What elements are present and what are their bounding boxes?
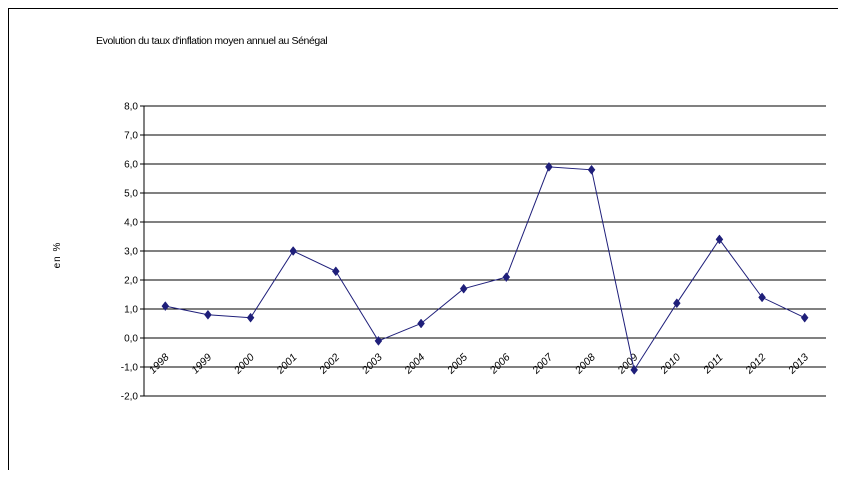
x-tick-label: 2009 [615, 351, 641, 377]
data-point-marker [204, 309, 212, 320]
data-point-marker [289, 246, 298, 256]
y-tick-label: 5,0 [124, 189, 138, 200]
x-tick-label: 2008 [572, 351, 598, 377]
data-point-marker [715, 234, 724, 245]
y-tick-label: 7,0 [124, 131, 138, 142]
data-point-marker [545, 161, 553, 172]
x-tick-label: 2007 [530, 351, 557, 378]
x-tick-label: 2005 [444, 351, 470, 377]
data-point-marker [672, 298, 681, 309]
series-line [165, 166, 805, 372]
y-axis-label: en % [52, 242, 63, 269]
y-tick-label: 0,0 [124, 334, 138, 345]
x-tick-label: 2010 [657, 351, 683, 377]
data-point-marker [374, 335, 383, 346]
x-tick-label: 1999 [189, 351, 214, 376]
y-tick-label: 8,0 [124, 102, 138, 113]
data-point-marker [758, 292, 766, 303]
x-tick-label: 2013 [785, 351, 811, 377]
x-tick-label: 2006 [487, 351, 513, 377]
data-point-marker [630, 364, 639, 375]
data-point-marker [417, 318, 425, 329]
y-tick-label: 6,0 [124, 160, 138, 171]
x-tick-label: 2000 [231, 351, 257, 377]
x-tick-label: 2004 [402, 351, 428, 377]
y-tick-label: 3,0 [124, 247, 138, 258]
data-point-marker [800, 312, 809, 323]
y-tick-label: 2,0 [124, 276, 138, 287]
data-point-marker [331, 266, 340, 277]
chart-frame [8, 8, 838, 470]
data-point-marker [246, 312, 255, 323]
data-point-marker [587, 164, 596, 175]
data-point-marker [502, 272, 511, 283]
x-tick-label: 2002 [316, 351, 342, 377]
y-tick-label: -2,0 [121, 392, 139, 403]
y-tick-label: 1,0 [124, 305, 138, 316]
x-tick-label: 2011 [700, 352, 725, 377]
y-tick-label: -1,0 [121, 363, 139, 374]
y-tick-label: 4,0 [124, 218, 138, 229]
data-point-marker [459, 283, 468, 294]
x-tick-label: 2001 [274, 351, 300, 377]
x-tick-label: 1998 [147, 351, 172, 376]
x-tick-label: 2003 [359, 351, 385, 377]
x-tick-label: 2012 [743, 351, 769, 377]
data-point-marker [161, 301, 170, 312]
chart-title: Evolution du taux d'inflation moyen annu… [96, 35, 328, 47]
